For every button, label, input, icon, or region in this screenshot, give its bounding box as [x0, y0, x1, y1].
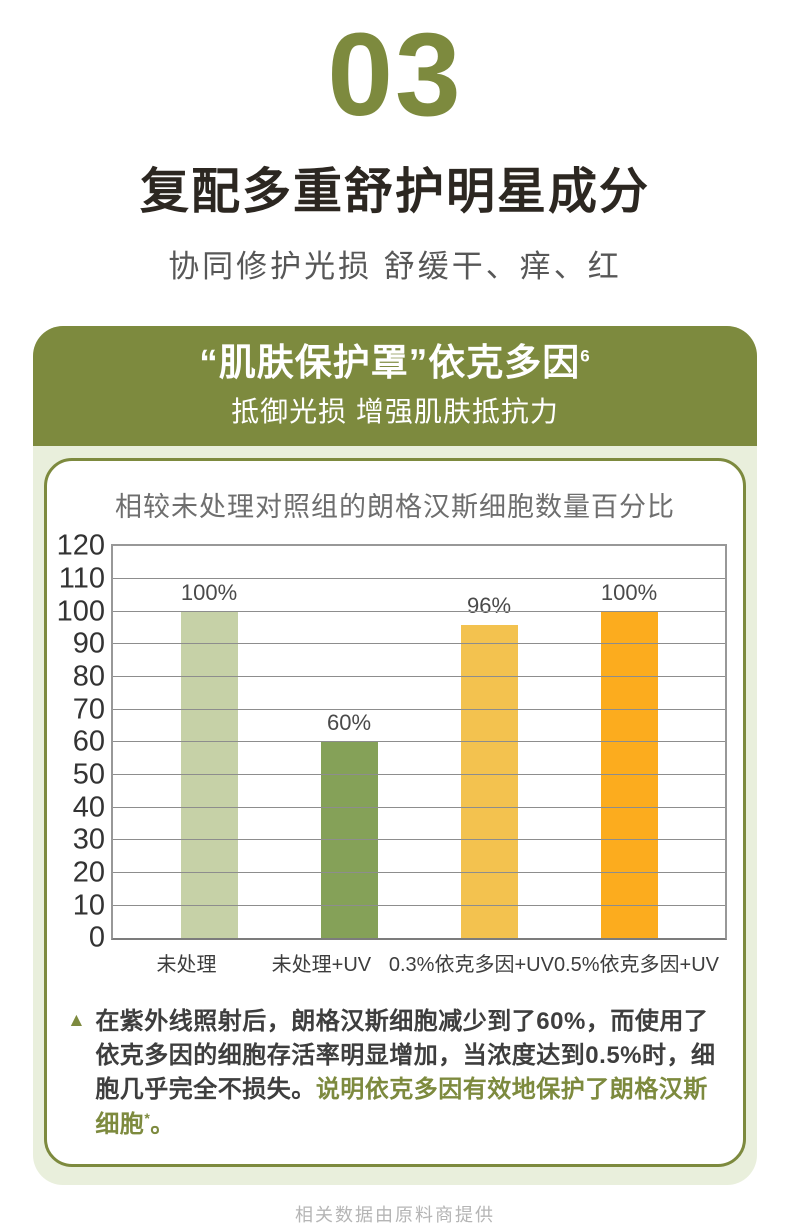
y-tick-label: 20: [72, 856, 105, 889]
feature-card-title-text: “肌肤保护罩”依克多因: [199, 341, 581, 383]
bar: 100%: [180, 580, 238, 939]
feature-card-title-superscript: 6: [580, 346, 591, 366]
gridline: [113, 610, 725, 612]
x-axis-label: 未处理+UV: [271, 954, 372, 977]
y-tick-label: 110: [58, 562, 105, 595]
bar-slot: 96%: [419, 546, 559, 939]
chart-card: 相较未处理对照组的朗格汉斯细胞数量百分比 100% 60% 96% 100% 0 10 2…: [44, 458, 746, 1167]
y-tick-label: 10: [72, 889, 105, 922]
y-tick-label: 40: [72, 791, 105, 824]
y-tick-label: 70: [72, 693, 105, 726]
bar-value-label: 96%: [466, 592, 512, 618]
note: ▲ 在紫外线照射后，朗格汉斯细胞减少到了60%，而使用了依克多因的细胞存活率明显…: [67, 1005, 723, 1141]
x-axis-labels: 未处理 未处理+UV 0.3%依克多因+UV 0.5%依克多因+UV: [111, 948, 727, 977]
bar-slot: 100%: [139, 546, 279, 939]
triangle-marker-icon: ▲: [67, 1010, 87, 1032]
chart-title: 相较未处理对照组的朗格汉斯细胞数量百分比: [115, 492, 675, 523]
gridline: [113, 708, 725, 710]
y-tick-label: 50: [72, 758, 105, 791]
bar-chart: 100% 60% 96% 100% 0 10 20 30 40 50 60 70 80 90 100 110…: [57, 531, 729, 977]
gridline: [113, 643, 725, 645]
bar-value-label: 60%: [326, 710, 372, 736]
feature-card-header: “肌肤保护罩”依克多因6 抵御光损 增强肌肤抵抗力: [33, 325, 757, 447]
bar: 100%: [600, 580, 658, 939]
gridline: [113, 904, 725, 906]
x-axis-label: 未处理: [156, 954, 217, 977]
note-highlight-period: 。: [150, 1110, 175, 1138]
feature-card: “肌肤保护罩”依克多因6 抵御光损 增强肌肤抵抗力 相较未处理对照组的朗格汉斯细…: [33, 325, 757, 1185]
gridline: [113, 577, 725, 579]
y-tick-label: 30: [72, 823, 105, 856]
y-tick-label: 120: [56, 529, 105, 562]
x-axis-label: 0.3%依克多因+UV: [388, 954, 554, 977]
gridline: [113, 871, 725, 873]
feature-card-subtitle: 抵御光损 增强肌肤抵抗力: [231, 396, 559, 428]
page-subtitle: 协同修护光损 舒缓干、痒、红: [168, 248, 622, 284]
note-asterisk: *: [144, 1109, 151, 1126]
y-tick-label: 90: [72, 627, 105, 660]
y-tick-label: 80: [72, 660, 105, 693]
x-axis-label: 0.5%依克多因+UV: [553, 954, 719, 977]
note-body: 在紫外线照射后，朗格汉斯细胞减少到了60%，而使用了依克多因的细胞存活率明显增加…: [95, 1005, 723, 1141]
bar-value-label: 100%: [180, 579, 238, 605]
bar-row: 100% 60% 96% 100%: [113, 546, 725, 939]
note-text: 在紫外线照射后，朗格汉斯细胞减少到了60%，而使用了依克多因的细胞存活率明显增加…: [95, 1008, 716, 1104]
y-tick-label: 100: [56, 595, 105, 628]
bar-slot: 100%: [559, 546, 699, 939]
bar: 60%: [320, 710, 378, 939]
page-title: 复配多重舒护明星成分: [139, 164, 650, 219]
gridline: [113, 675, 725, 677]
y-tick-label: 60: [72, 725, 105, 758]
bar-value-label: 100%: [600, 579, 658, 605]
y-tick-label: 0: [88, 921, 105, 954]
bar: 96%: [460, 593, 518, 939]
footer-note: 相关数据由原料商提供: [295, 1204, 495, 1225]
plot-area: 100% 60% 96% 100% 0 10 20 30 40 50 60 70 80 90 100 110…: [57, 531, 727, 952]
gridline: [113, 839, 725, 841]
gridline: [113, 741, 725, 743]
section-number: 03: [327, 9, 463, 141]
gridline: [113, 806, 725, 808]
bar-slot: 60%: [279, 546, 419, 939]
feature-card-title: “肌肤保护罩”依克多因6: [33, 341, 757, 385]
gridline: [113, 773, 725, 775]
